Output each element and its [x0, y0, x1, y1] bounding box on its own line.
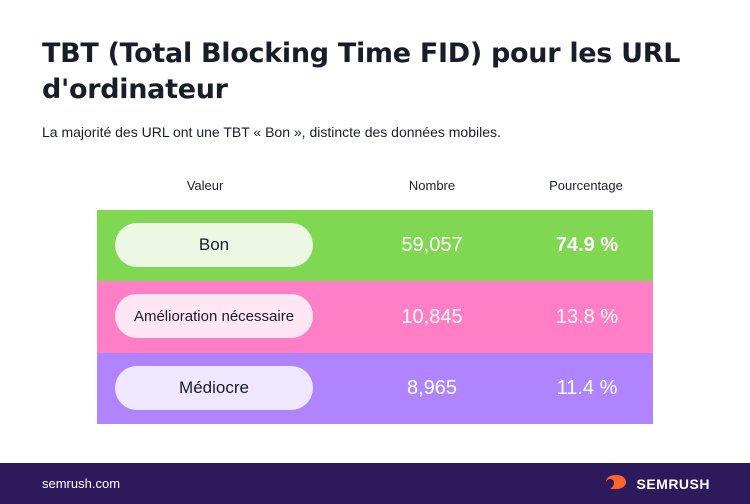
semrush-flame-icon: [604, 474, 628, 495]
table-row-bon: Bon 59,057 74.9 %: [97, 210, 653, 281]
pourcentage-cell: 13.8 %: [555, 305, 619, 328]
table-row-amelioration: Amélioration nécessaire 10,845 13.8 %: [97, 281, 653, 353]
pourcentage-cell: 11.4 %: [556, 377, 618, 399]
column-header-nombre: Nombre: [408, 178, 456, 193]
footer-site-link[interactable]: semrush.com: [42, 476, 121, 491]
footer-bar: semrush.com SEMRUSH: [0, 463, 750, 504]
pourcentage-cell: 74.9 %: [555, 234, 619, 256]
nombre-cell: 59,057: [401, 234, 463, 256]
nombre-cell: 10,845: [401, 305, 463, 328]
column-header-valeur: Valeur: [186, 178, 224, 193]
nombre-cell: 8,965: [406, 377, 458, 399]
brand-logo: SEMRUSH: [604, 474, 710, 494]
chart-subtitle: La majorité des URL ont une TBT « Bon »,…: [42, 124, 501, 140]
data-table: Bon 59,057 74.9 % Amélioration nécessair…: [97, 210, 653, 424]
valeur-pill: Bon: [115, 223, 313, 267]
chart-title: TBT (Total Blocking Time FID) pour les U…: [42, 38, 681, 105]
valeur-pill: Médiocre: [115, 366, 313, 410]
valeur-pill: Amélioration nécessaire: [115, 294, 313, 338]
column-header-pourcentage: Pourcentage: [549, 178, 623, 193]
table-row-mediocre: Médiocre 8,965 11.4 %: [97, 353, 653, 424]
brand-name: SEMRUSH: [636, 476, 710, 492]
